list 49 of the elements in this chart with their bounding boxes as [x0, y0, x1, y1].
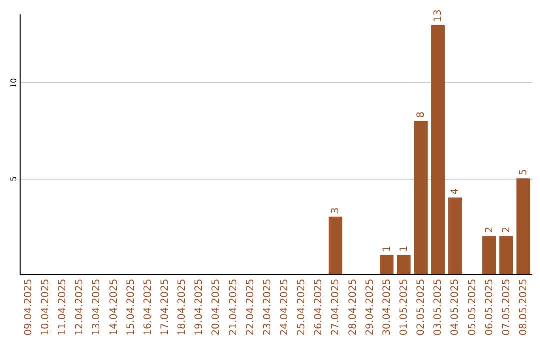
- x-tick-label: 16.04.2025: [142, 278, 154, 336]
- data-label: 1: [382, 246, 393, 252]
- x-tick-label: 14.04.2025: [108, 278, 120, 336]
- data-label: 8: [416, 112, 428, 118]
- x-tick-label: 20.04.2025: [211, 278, 222, 336]
- bar: [431, 25, 445, 274]
- x-tick-label: 13.04.2025: [92, 278, 103, 336]
- x-tick-label: 25.04.2025: [296, 278, 308, 336]
- x-tick-label: 27.04.2025: [330, 278, 342, 336]
- bar: [328, 216, 343, 274]
- x-tick-label: 30.04.2025: [382, 278, 393, 336]
- x-tick-label: 12.04.2025: [74, 278, 86, 336]
- bar: [448, 198, 462, 274]
- x-tick-label: 19.04.2025: [194, 278, 206, 336]
- data-label: 13: [433, 10, 444, 22]
- x-tick-label: 08.05.2025: [518, 278, 530, 336]
- x-tick-label: 28.04.2025: [348, 278, 359, 336]
- x-tick-label: 15.04.2025: [126, 278, 137, 336]
- x-tick-label: 26.04.2025: [314, 278, 325, 336]
- bar: [500, 236, 514, 274]
- x-tick-label: 01.05.2025: [398, 278, 410, 336]
- data-label: 1: [398, 246, 410, 252]
- x-tick-label: 04.05.2025: [450, 278, 462, 336]
- x-tick-label: 03.05.2025: [433, 278, 444, 336]
- x-tick-label: 22.04.2025: [245, 278, 256, 336]
- x-tick-label: 18.04.2025: [177, 278, 188, 336]
- x-tick-label: 05.05.2025: [467, 278, 478, 336]
- data-label: 2: [501, 226, 512, 234]
- x-tick-label: 09.04.2025: [23, 278, 34, 336]
- bar: [380, 255, 394, 274]
- x-tick-label: 23.04.2025: [262, 278, 274, 336]
- x-tick-label: 17.04.2025: [160, 278, 171, 336]
- x-tick-label: 29.04.2025: [364, 278, 376, 336]
- bar: [482, 236, 496, 274]
- x-tick-label: 07.05.2025: [501, 278, 512, 336]
- bar: [414, 121, 428, 274]
- data-label: 3: [330, 208, 342, 214]
- bar: [516, 178, 530, 274]
- x-tick-label: 06.05.2025: [484, 278, 496, 336]
- data-label: 5: [518, 169, 530, 176]
- y-tick-label: 10: [9, 78, 18, 88]
- x-tick-label: 02.05.2025: [416, 278, 428, 336]
- bar: [397, 255, 411, 274]
- x-tick-label: 11.04.2025: [58, 278, 69, 336]
- x-tick-label: 10.04.2025: [40, 278, 52, 336]
- x-tick-label: 21.04.2025: [228, 278, 240, 336]
- x-tick-label: 24.04.2025: [279, 278, 290, 336]
- data-label: 2: [484, 226, 496, 234]
- data-label: 4: [450, 188, 462, 195]
